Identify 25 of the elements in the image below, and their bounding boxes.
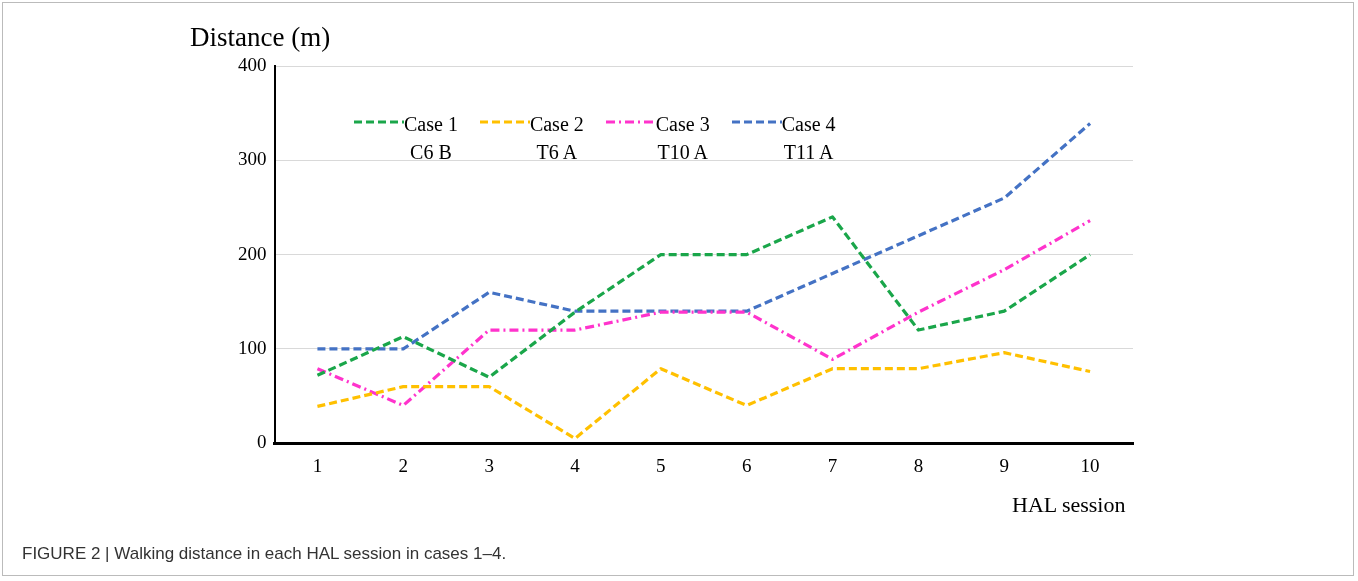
x-tick-label: 7 <box>827 454 838 476</box>
legend-label: Case 1 C6 B <box>404 112 458 165</box>
x-tick-label: 10 <box>1080 454 1100 476</box>
y-tick-label: 100 <box>238 336 267 358</box>
x-tick-label: 1 <box>312 454 323 476</box>
x-tick-label: 5 <box>656 454 666 476</box>
x-tick-label: 4 <box>570 454 581 476</box>
x-tick-label: 6 <box>741 454 752 476</box>
legend-label: Case 4 T11 A <box>781 112 836 165</box>
y-tick-label: 0 <box>257 431 267 453</box>
line-series <box>315 219 1092 408</box>
y-tick-label: 300 <box>238 148 267 170</box>
x-tick-label: 8 <box>913 454 924 476</box>
line-series <box>315 215 1092 379</box>
x-tick-label: 2 <box>398 454 409 476</box>
y-tick-label: 200 <box>238 242 267 264</box>
legend-label: Case 2 T6 A <box>529 112 584 165</box>
y-tick-label: 400 <box>238 53 267 75</box>
y-axis-title: Distance (m) <box>190 22 331 53</box>
line-series <box>315 351 1092 441</box>
x-tick-label: 9 <box>999 454 1009 476</box>
x-tick-label: 3 <box>484 454 494 476</box>
x-axis-title: HAL session <box>1012 492 1126 518</box>
caption: FIGURE 2 | Walking distance in each HAL session in cases 1–4. <box>22 544 507 564</box>
legend-label: Case 3 T10 A <box>655 112 710 165</box>
